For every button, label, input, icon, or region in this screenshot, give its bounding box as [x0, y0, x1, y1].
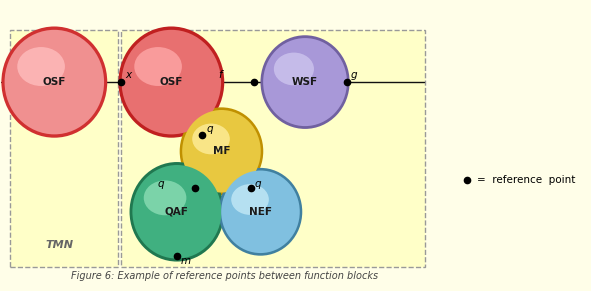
Text: g: g — [350, 70, 358, 80]
Text: MF: MF — [213, 146, 230, 156]
FancyBboxPatch shape — [121, 30, 425, 267]
Ellipse shape — [132, 165, 222, 259]
Ellipse shape — [221, 171, 300, 253]
Ellipse shape — [17, 47, 65, 86]
Ellipse shape — [134, 47, 182, 86]
Text: x: x — [125, 70, 131, 80]
Ellipse shape — [129, 162, 224, 262]
Ellipse shape — [182, 110, 261, 193]
Ellipse shape — [263, 38, 347, 126]
Text: m: m — [181, 256, 191, 266]
Text: OSF: OSF — [43, 77, 66, 87]
FancyBboxPatch shape — [9, 30, 118, 267]
Ellipse shape — [231, 184, 269, 215]
Text: q: q — [157, 180, 164, 189]
Text: NEF: NEF — [249, 207, 272, 217]
Ellipse shape — [122, 30, 221, 134]
Text: WSF: WSF — [292, 77, 318, 87]
Ellipse shape — [274, 53, 314, 85]
Ellipse shape — [219, 168, 302, 256]
Text: OSF: OSF — [160, 77, 183, 87]
Ellipse shape — [118, 26, 224, 138]
Ellipse shape — [1, 26, 107, 138]
Text: Figure 6: Example of reference points between function blocks: Figure 6: Example of reference points be… — [71, 271, 378, 281]
Text: q: q — [255, 180, 262, 189]
Ellipse shape — [5, 30, 104, 134]
Text: f: f — [219, 70, 222, 80]
Ellipse shape — [192, 124, 230, 154]
Ellipse shape — [261, 35, 350, 129]
Ellipse shape — [144, 180, 186, 215]
Text: TMN: TMN — [152, 240, 180, 250]
Text: =  reference  point: = reference point — [477, 175, 575, 185]
Text: TMN: TMN — [46, 240, 74, 250]
Text: QAF: QAF — [165, 207, 189, 217]
Ellipse shape — [180, 107, 263, 195]
Text: q: q — [206, 124, 213, 134]
